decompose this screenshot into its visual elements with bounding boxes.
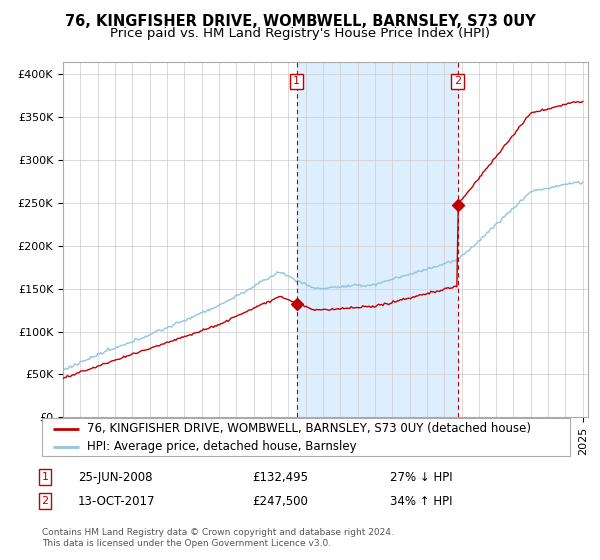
FancyBboxPatch shape [42,418,570,456]
Text: £132,495: £132,495 [252,470,308,484]
Text: 34% ↑ HPI: 34% ↑ HPI [390,494,452,508]
Bar [296,62,458,417]
Text: Price paid vs. HM Land Registry's House Price Index (HPI): Price paid vs. HM Land Registry's House … [110,27,490,40]
Text: 76, KINGFISHER DRIVE, WOMBWELL, BARNSLEY, S73 0UY: 76, KINGFISHER DRIVE, WOMBWELL, BARNSLEY… [65,14,535,29]
Text: 13-OCT-2017: 13-OCT-2017 [78,494,155,508]
Text: 2: 2 [454,76,461,86]
Text: 27% ↓ HPI: 27% ↓ HPI [390,470,452,484]
Text: Contains HM Land Registry data © Crown copyright and database right 2024.
This d: Contains HM Land Registry data © Crown c… [42,528,394,548]
Text: 2: 2 [41,496,49,506]
Text: 1: 1 [293,76,300,86]
Text: 25-JUN-2008: 25-JUN-2008 [78,470,152,484]
Text: 1: 1 [41,472,49,482]
Text: 76, KINGFISHER DRIVE, WOMBWELL, BARNSLEY, S73 0UY (detached house): 76, KINGFISHER DRIVE, WOMBWELL, BARNSLEY… [87,422,531,436]
Text: HPI: Average price, detached house, Barnsley: HPI: Average price, detached house, Barn… [87,440,356,454]
Text: £247,500: £247,500 [252,494,308,508]
